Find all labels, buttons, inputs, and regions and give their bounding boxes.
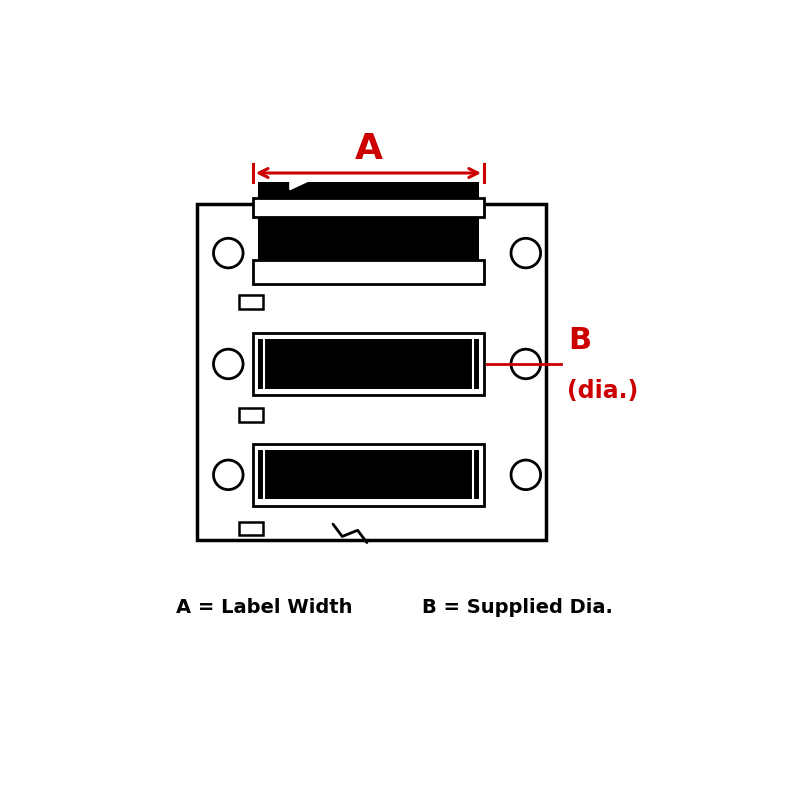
Bar xyxy=(253,198,484,218)
Bar xyxy=(238,408,263,422)
Bar xyxy=(258,450,479,499)
Circle shape xyxy=(214,460,243,490)
Bar xyxy=(253,202,484,206)
Text: B = Supplied Dia.: B = Supplied Dia. xyxy=(422,598,613,617)
Text: (dia.): (dia.) xyxy=(567,379,638,403)
Text: B: B xyxy=(568,326,591,354)
Text: A = Label Width: A = Label Width xyxy=(176,598,353,617)
Bar xyxy=(253,261,484,284)
Bar xyxy=(238,295,263,309)
Polygon shape xyxy=(290,172,327,190)
Circle shape xyxy=(511,238,541,268)
Bar xyxy=(238,522,263,535)
Bar xyxy=(198,204,546,539)
Bar xyxy=(253,444,484,506)
Bar xyxy=(253,333,484,394)
Circle shape xyxy=(511,460,541,490)
Circle shape xyxy=(214,349,243,378)
Circle shape xyxy=(214,238,243,268)
Text: A: A xyxy=(354,132,382,166)
Bar xyxy=(258,339,479,389)
Circle shape xyxy=(511,349,541,378)
Bar xyxy=(258,182,479,278)
